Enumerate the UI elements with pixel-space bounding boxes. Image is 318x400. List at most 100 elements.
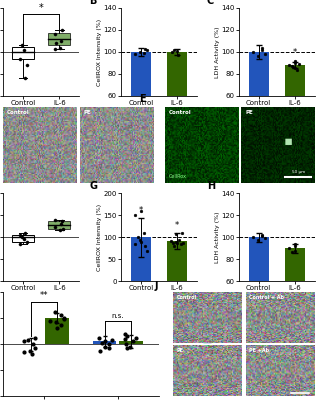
Point	[287, 62, 292, 68]
Point	[259, 46, 264, 53]
Point	[21, 349, 26, 355]
Text: E: E	[139, 94, 146, 104]
Point	[33, 334, 38, 341]
Point	[177, 236, 182, 243]
Point	[32, 345, 38, 351]
Point	[169, 49, 174, 55]
Point	[31, 341, 36, 347]
Point	[175, 52, 180, 58]
Point	[291, 64, 296, 70]
Point	[251, 49, 256, 55]
Text: **: **	[40, 292, 48, 300]
Text: CellRox: CellRox	[169, 174, 187, 179]
Point	[21, 338, 26, 345]
Point	[53, 308, 58, 315]
Point	[19, 234, 24, 240]
Point	[125, 345, 130, 351]
Point	[141, 50, 146, 56]
Point	[128, 344, 133, 350]
Point	[289, 63, 294, 70]
Bar	[12, 235, 34, 242]
Bar	[48, 33, 70, 45]
Bar	[131, 52, 151, 162]
Point	[62, 315, 67, 321]
Point	[262, 51, 267, 57]
Point	[21, 47, 26, 54]
Point	[292, 243, 297, 249]
Point	[175, 240, 180, 246]
Point	[58, 321, 63, 328]
Point	[60, 218, 65, 225]
Point	[289, 248, 294, 255]
Y-axis label: LDH Activity (%): LDH Activity (%)	[215, 26, 220, 78]
Bar	[285, 65, 305, 162]
Text: PE: PE	[245, 110, 253, 116]
Legend: Control, IL-6: Control, IL-6	[201, 334, 241, 354]
Point	[17, 232, 23, 238]
Text: PE +Ab: PE +Ab	[249, 348, 269, 353]
Point	[58, 44, 63, 51]
Point	[61, 316, 66, 322]
Point	[123, 336, 128, 342]
Point	[133, 241, 138, 247]
Point	[25, 337, 30, 343]
Point	[292, 58, 297, 64]
Point	[98, 347, 103, 354]
Point	[145, 247, 150, 254]
Point	[28, 347, 33, 354]
Bar	[131, 237, 151, 281]
Point	[259, 233, 264, 240]
Point	[293, 247, 298, 254]
Point	[139, 208, 144, 214]
Point	[109, 337, 114, 343]
Y-axis label: LDH Activity (%): LDH Activity (%)	[215, 212, 220, 263]
Text: n.s.: n.s.	[112, 313, 124, 319]
Point	[287, 245, 292, 252]
Point	[135, 234, 141, 240]
Point	[29, 351, 34, 358]
Point	[17, 56, 23, 62]
Point	[60, 27, 65, 33]
Point	[142, 243, 147, 249]
Point	[131, 338, 136, 345]
Point	[52, 216, 58, 223]
Point	[255, 236, 260, 243]
Point	[21, 236, 26, 242]
Point	[174, 238, 179, 245]
Text: *: *	[293, 48, 297, 58]
Bar	[285, 248, 305, 347]
Point	[54, 40, 59, 46]
Point	[24, 62, 30, 68]
Point	[133, 212, 138, 218]
Point	[296, 61, 301, 67]
Point	[53, 31, 58, 38]
Bar	[93, 342, 116, 344]
Point	[133, 51, 138, 57]
Point	[134, 334, 139, 341]
Point	[107, 341, 112, 347]
Point	[260, 232, 265, 238]
Point	[53, 224, 58, 230]
Point	[138, 49, 143, 55]
Point	[180, 240, 185, 246]
Bar	[249, 52, 269, 162]
Point	[55, 325, 60, 332]
Text: C: C	[207, 0, 214, 6]
Point	[138, 236, 143, 243]
Point	[141, 230, 146, 236]
Point	[58, 227, 63, 234]
Point	[171, 240, 176, 246]
Point	[172, 243, 177, 249]
Y-axis label: CellROX Intensity (%): CellROX Intensity (%)	[97, 204, 102, 271]
Point	[175, 48, 180, 54]
Point	[47, 318, 52, 324]
Text: PE: PE	[83, 110, 91, 116]
Point	[142, 46, 147, 52]
Point	[59, 221, 64, 227]
Y-axis label: CellROX Intensity (%): CellROX Intensity (%)	[97, 18, 102, 86]
Point	[17, 241, 23, 248]
Point	[61, 225, 66, 232]
Point	[295, 66, 300, 73]
Point	[23, 75, 28, 82]
Point	[171, 46, 176, 53]
